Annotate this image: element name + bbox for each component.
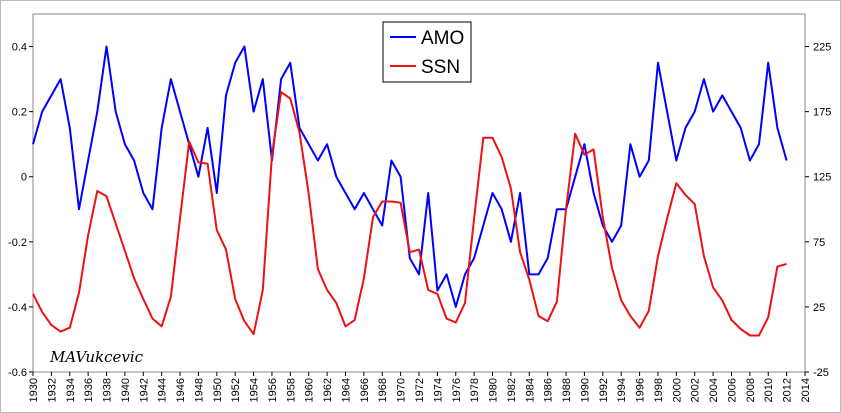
x-tick-label: 1978 xyxy=(469,378,481,402)
x-tick-label: 1996 xyxy=(635,378,647,402)
x-tick-label: 1986 xyxy=(543,378,555,402)
legend-label: AMO xyxy=(421,28,464,49)
x-tick-label: 1970 xyxy=(396,378,408,402)
x-tick-label: 1934 xyxy=(65,378,77,402)
x-tick-label: 1966 xyxy=(359,378,371,402)
x-tick-label: 1938 xyxy=(102,378,114,402)
x-tick-label: 1962 xyxy=(322,378,334,402)
x-tick-label: 1946 xyxy=(175,378,187,402)
y2-tick-label: 125 xyxy=(813,172,831,184)
x-tick-label: 2012 xyxy=(782,378,794,402)
y-tick-label: -0.4 xyxy=(8,302,27,314)
x-tick-label: 2000 xyxy=(671,378,683,402)
x-tick-label: 1954 xyxy=(249,378,261,402)
y-tick-label: -0.2 xyxy=(8,237,27,249)
x-tick-label: 1950 xyxy=(212,378,224,402)
x-tick-label: 1964 xyxy=(340,378,352,402)
y-tick-label: 0.2 xyxy=(12,107,27,119)
x-tick-label: 1936 xyxy=(83,378,95,402)
x-tick-label: 1990 xyxy=(579,378,591,402)
x-tick-label: 1948 xyxy=(193,378,205,402)
x-tick-label: 2010 xyxy=(763,378,775,402)
x-tick-label: 1972 xyxy=(414,378,426,402)
x-tick-label: 1980 xyxy=(488,378,500,402)
x-tick-label: 1998 xyxy=(653,378,665,402)
y2-tick-label: 75 xyxy=(813,237,825,249)
x-tick-label: 1956 xyxy=(267,378,279,402)
x-tick-label: 1940 xyxy=(120,378,132,402)
annotation: MAVukcevic xyxy=(49,348,144,366)
y-tick-label: 0.4 xyxy=(12,42,27,54)
x-tick-label: 1992 xyxy=(598,378,610,402)
x-tick-label: 1930 xyxy=(28,378,40,402)
x-tick-label: 1976 xyxy=(451,378,463,402)
x-tick-label: 1982 xyxy=(506,378,518,402)
y2-tick-label: 175 xyxy=(813,107,831,119)
x-tick-label: 2008 xyxy=(745,378,757,402)
x-tick-label: 1944 xyxy=(157,378,169,402)
x-tick-label: 2004 xyxy=(708,378,720,402)
x-tick-label: 1988 xyxy=(561,378,573,402)
x-tick-label: 1960 xyxy=(304,378,316,402)
y2-tick-label: 225 xyxy=(813,42,831,54)
x-tick-label: 1994 xyxy=(616,378,628,402)
x-tick-label: 2014 xyxy=(800,378,812,402)
x-tick-label: 1932 xyxy=(46,378,58,402)
y2-tick-label: -25 xyxy=(813,367,829,379)
x-tick-label: 2002 xyxy=(690,378,702,402)
legend-box xyxy=(382,21,472,83)
legend-label: SSN xyxy=(421,57,460,78)
series-line xyxy=(32,91,787,337)
series-line xyxy=(32,45,788,308)
x-tick-label: 2006 xyxy=(726,378,738,402)
x-tick-label: 1958 xyxy=(285,378,297,402)
y2-tick-label: 25 xyxy=(813,302,825,314)
x-tick-label: 1968 xyxy=(377,378,389,402)
x-tick-label: 1942 xyxy=(138,378,150,402)
y-tick-label: -0.6 xyxy=(8,367,27,379)
x-tick-label: 1984 xyxy=(524,378,536,402)
x-tick-label: 1974 xyxy=(432,378,444,402)
x-tick-label: 1952 xyxy=(230,378,242,402)
y-tick-label: 0 xyxy=(21,172,27,184)
